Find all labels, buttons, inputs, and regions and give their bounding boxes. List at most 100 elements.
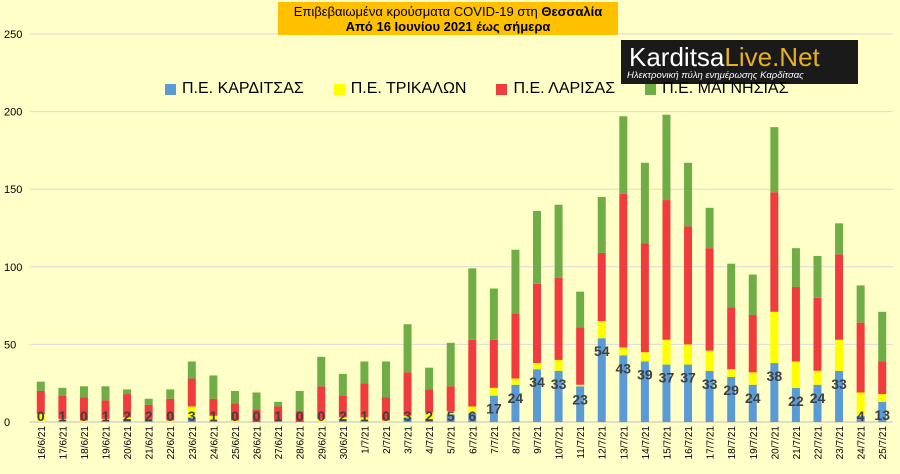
data-label-karditsa: 34: [529, 374, 545, 390]
bar-segment: [791, 361, 800, 388]
bar-segment: [511, 378, 520, 385]
bar-segment: [338, 373, 347, 396]
bar-segment: [684, 162, 693, 227]
bar-segment: [360, 417, 369, 421]
data-label-karditsa: 0: [253, 408, 261, 424]
data-label-karditsa: 37: [659, 370, 675, 386]
bar-segment: [58, 387, 67, 396]
bar-segment: [640, 162, 649, 244]
bar-segment: [79, 420, 88, 422]
bar-segment: [878, 311, 887, 362]
bar-segment: [425, 412, 434, 419]
x-tick-label: 30/6/21: [339, 426, 350, 460]
bar-segment: [770, 311, 779, 364]
x-tick-label: 19/7/21: [749, 426, 760, 460]
x-tick-label: 22/6/21: [166, 426, 177, 460]
data-label-karditsa: 54: [594, 343, 610, 359]
logo-tagline: Ηλεκτρονική πύλη ενημέρωσης Καρδίτσας: [627, 70, 804, 81]
bar-segment: [381, 420, 390, 422]
bar-segment: [511, 384, 520, 422]
legend-label-karditsa: Π.Ε. ΚΑΡΔΙΤΣΑΣ: [182, 80, 304, 97]
bar-segment: [511, 249, 520, 314]
x-tick-label: 22/7/21: [813, 426, 824, 460]
bar-segment: [338, 395, 347, 418]
bar-segment: [317, 418, 326, 422]
data-label-karditsa: 24: [810, 390, 826, 406]
bar-segment: [144, 418, 153, 422]
bar-segment: [274, 401, 283, 407]
logo-name-part2: Live.Net: [724, 42, 820, 72]
bar-segment: [856, 392, 865, 416]
bar-segment: [187, 378, 196, 407]
y-tick-label: 0: [4, 417, 10, 429]
bar-segment: [554, 359, 563, 371]
bar-segment: [619, 116, 628, 194]
x-tick-label: 7/7/21: [490, 426, 501, 454]
bar-segment: [856, 285, 865, 323]
bar-segment: [727, 376, 736, 422]
x-tick-label: 20/6/21: [123, 426, 134, 460]
data-label-karditsa: 0: [382, 408, 390, 424]
bar-segment: [79, 386, 88, 398]
bar-segment: [101, 420, 110, 422]
bar-segment: [533, 210, 542, 284]
bar-segment: [835, 370, 844, 422]
bar-segment: [576, 327, 585, 385]
bar-segment: [101, 386, 110, 401]
x-tick-label: 2/7/21: [382, 426, 393, 454]
bar-segment: [662, 114, 671, 201]
bar-segment: [662, 364, 671, 422]
data-label-karditsa: 22: [788, 393, 804, 409]
bar-segment: [835, 254, 844, 340]
bar-segment: [446, 342, 455, 387]
bar-segment: [36, 381, 45, 391]
x-tick-label: 13/7/21: [619, 426, 630, 460]
x-tick-label: 8/7/21: [511, 426, 522, 454]
x-tick-label: 3/7/21: [404, 426, 415, 454]
x-tick-label: 23/7/21: [835, 426, 846, 460]
bar-segment: [489, 339, 498, 388]
x-tick-label: 28/6/21: [296, 426, 307, 460]
bar-segment: [489, 288, 498, 340]
data-label-karditsa: 2: [145, 408, 153, 424]
bar-segment: [684, 344, 693, 365]
bar-segment: [597, 252, 606, 322]
x-tick-label: 25/6/21: [231, 426, 242, 460]
data-label-karditsa: 2: [339, 408, 347, 424]
data-label-karditsa: 1: [209, 408, 217, 424]
bar-segment: [209, 420, 218, 422]
data-label-karditsa: 13: [874, 407, 890, 423]
x-tick-label: 21/6/21: [145, 426, 156, 460]
legend-label-larisa: Π.Ε. ΛΑΡΙΣΑΣ: [513, 80, 616, 97]
legend-swatch-trikala: [333, 83, 345, 95]
bar-segment: [230, 420, 239, 422]
bar-segment: [705, 370, 714, 422]
title-region: Θεσσαλία: [541, 4, 603, 19]
bar-segment: [101, 418, 110, 421]
bar-segment: [144, 398, 153, 405]
data-label-karditsa: 5: [447, 408, 455, 424]
bar-segment: [144, 404, 153, 419]
data-label-karditsa: 23: [572, 391, 588, 407]
bar-segment: [338, 418, 347, 422]
bar-segment: [640, 352, 649, 362]
bar-segment: [748, 384, 757, 422]
bar-segment: [187, 361, 196, 379]
logo-name-part1: Karditsa: [629, 42, 725, 72]
y-tick-label: 150: [4, 184, 22, 196]
y-tick-label: 50: [4, 339, 16, 351]
data-label-karditsa: 43: [616, 360, 632, 376]
x-tick-label: 10/7/21: [555, 426, 566, 460]
legend-swatch-karditsa: [165, 83, 176, 95]
bar-segment: [58, 418, 67, 421]
site-logo: KarditsaLive.Net Ηλεκτρονική πύλη ενημέρ…: [621, 40, 858, 84]
x-tick-label: 26/6/21: [253, 426, 264, 460]
bar-segment: [252, 392, 261, 410]
bar-segment: [403, 417, 412, 422]
x-tick-label: 18/6/21: [80, 426, 91, 460]
bar-segment: [533, 363, 542, 370]
data-label-karditsa: 38: [767, 368, 783, 384]
logo-name: KarditsaLive.Net: [629, 42, 820, 73]
bar-segment: [576, 384, 585, 387]
bar-segment: [835, 223, 844, 255]
